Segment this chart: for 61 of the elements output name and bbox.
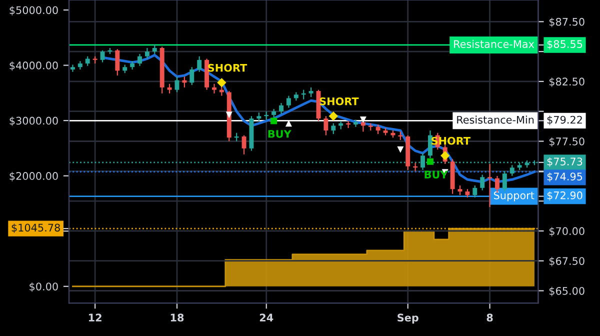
- y2-tick-label: $4000.00: [10, 61, 58, 71]
- candlestick: [308, 86, 314, 98]
- y2-tick-label: $3000.00: [10, 116, 58, 126]
- candlestick: [242, 134, 246, 155]
- candlestick: [115, 48, 120, 76]
- point: [397, 146, 404, 153]
- point: [270, 118, 278, 124]
- x-tick-label: 24: [260, 314, 274, 322]
- y-tick-label: $70.00: [549, 226, 584, 236]
- ref-line-label: Resistance-Min: [457, 116, 534, 124]
- x-tick-label: 12: [88, 314, 102, 322]
- candlestick: [167, 83, 172, 94]
- point: [360, 116, 366, 123]
- candlestick: [488, 163, 492, 208]
- candlestick: [100, 50, 105, 63]
- point: [285, 120, 292, 127]
- candlestick: [70, 64, 75, 72]
- point: [440, 150, 450, 160]
- y-tick-label: $65.00: [549, 286, 584, 296]
- x-tick-label: Sep: [398, 314, 418, 324]
- candlestick: [458, 184, 462, 196]
- point: [426, 158, 434, 165]
- y-tick-label: $74.95: [547, 172, 582, 182]
- point: [328, 112, 338, 121]
- candlestick: [324, 116, 328, 136]
- y2-tick-label: $5000.00: [10, 6, 58, 16]
- x-tick-label: 18: [170, 314, 184, 322]
- point: [226, 112, 232, 118]
- y2-tick-label: $0.00: [30, 282, 58, 292]
- point: [217, 78, 226, 88]
- series-label: BUY: [424, 170, 448, 178]
- y-tick-label: $85.55: [547, 40, 582, 50]
- x-tick-label: 8: [486, 314, 493, 322]
- candlestick: [472, 184, 478, 198]
- candlestick: [286, 95, 291, 108]
- y2-tick-label: $2000.00: [10, 172, 58, 182]
- candlestick: [376, 124, 380, 135]
- y-tick-label: $77.50: [549, 137, 584, 147]
- y-tick-label: $79.22: [547, 116, 582, 126]
- y-tick-label: $67.50: [549, 256, 584, 266]
- ref-line-label: Resistance-Max: [454, 40, 534, 48]
- candlestick: [85, 56, 90, 66]
- candlestick: [138, 53, 142, 66]
- y2-tick-label: $1045.78: [12, 224, 60, 233]
- candlestick: [354, 119, 358, 128]
- candlestick: [197, 56, 202, 72]
- y-tick-label: $72.90: [547, 191, 582, 201]
- candlestick: [480, 174, 485, 191]
- candlestick: [152, 44, 157, 54]
- candlestick: [190, 66, 194, 86]
- candlestick: [331, 122, 336, 135]
- candlestick: [212, 83, 216, 94]
- ref-line-label: Support: [494, 191, 534, 202]
- candlestick: [502, 170, 507, 192]
- y-tick-label: $87.50: [549, 18, 584, 28]
- text: BUY: [268, 130, 292, 138]
- y-tick-label: $75.73: [547, 157, 582, 167]
- candlestick: [144, 47, 150, 60]
- y-tick-label: $82.50: [549, 77, 584, 87]
- candlestick: [510, 164, 514, 176]
- candlestick: [279, 102, 284, 114]
